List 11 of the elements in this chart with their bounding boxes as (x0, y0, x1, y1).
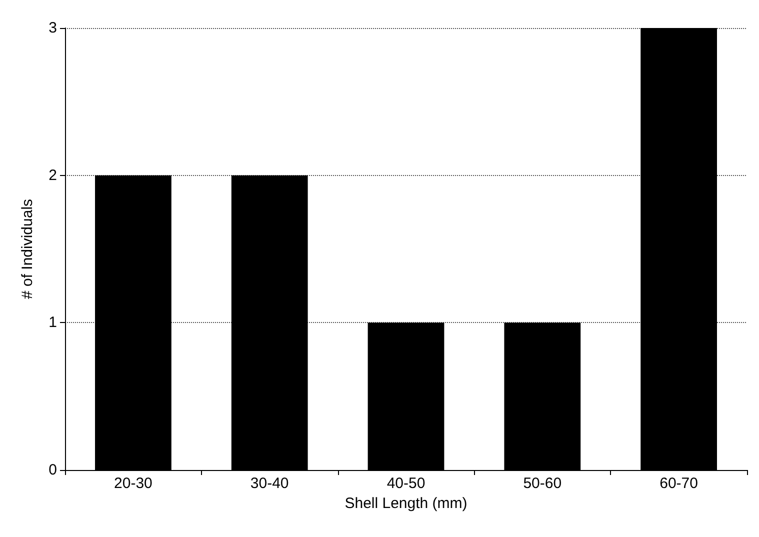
y-tick-label: 1 (48, 314, 57, 332)
y-axis-title: # of Individuals (19, 198, 36, 300)
x-tick-label: 60-70 (660, 475, 698, 492)
x-tick-label: 20-30 (114, 475, 152, 492)
y-tick-label: 3 (48, 20, 57, 36)
x-tick-label: 40-50 (386, 475, 426, 492)
x-tick-label: 30-40 (250, 475, 289, 492)
x-tick-label: 50-60 (523, 475, 562, 492)
x-axis-title: Shell Length (mm) (344, 494, 468, 512)
y-tick-label: 0 (48, 462, 57, 478)
y-tick-label: 2 (48, 166, 57, 184)
